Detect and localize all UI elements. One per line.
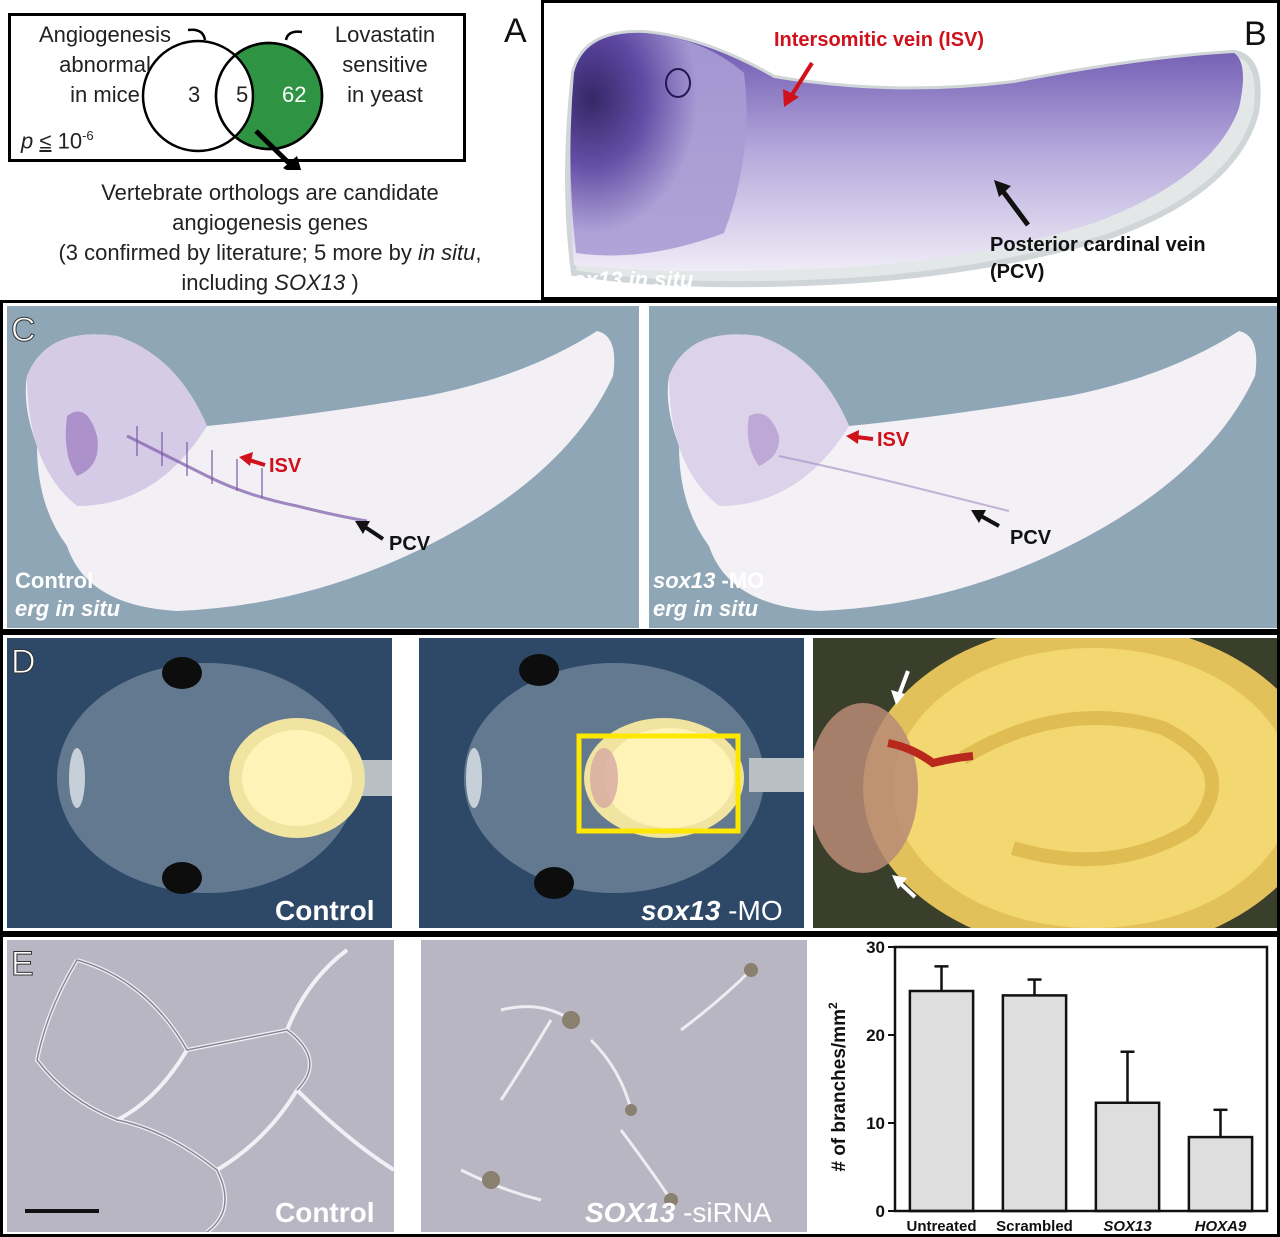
panel-c: C ISV PCV Control erg in situ ISV PCV so… — [0, 300, 1280, 632]
panel-b-label: B — [1244, 15, 1267, 53]
zoom-box — [576, 733, 741, 834]
panel-c-arrows — [239, 430, 1000, 541]
sox13-sirna-tube-photo — [421, 940, 807, 1232]
isv-label: Intersomitic vein (ISV) — [774, 29, 985, 51]
panel-b-arrows — [783, 61, 1031, 227]
y-tick-label: 0 — [876, 1202, 885, 1221]
panel-b-caption: sox13 in situ — [560, 267, 694, 292]
p-value: p ≤ 10-6 — [21, 128, 94, 154]
x-category-label: Untreated — [906, 1218, 976, 1235]
venn-right-count: 62 — [282, 82, 307, 107]
mo-pcv-label: PCV — [1010, 527, 1052, 549]
bar-scrambled — [1001, 994, 1068, 1213]
panel-e: E Control SOX13 -siRNA # of branches/mm2… — [0, 934, 1280, 1237]
pcv-label: Posterior cardinal vein (PCV) — [990, 234, 1206, 283]
panel-a-caption: Vertebrate orthologs are candidate angio… — [58, 180, 482, 295]
venn-overlap — [216, 43, 253, 149]
zoomed-heart-photo — [813, 638, 1277, 928]
bar-untreated — [908, 989, 975, 1213]
control-tadpole-photo — [7, 638, 392, 928]
panel-e-control-caption: Control — [275, 1197, 375, 1228]
y-tick-label: 10 — [866, 1114, 885, 1133]
panel-c-label: C — [11, 311, 37, 349]
venn-left-count: 3 — [188, 82, 201, 107]
x-category-label: Scrambled — [996, 1218, 1073, 1235]
venn-box — [8, 13, 466, 162]
sox13-mo-tadpole-photo — [419, 638, 804, 928]
control-isv-label: ISV — [269, 455, 302, 477]
venn-diagram — [141, 28, 324, 170]
venn-left-circle — [141, 39, 255, 153]
y-axis-label: # of branches/mm2 — [826, 1002, 850, 1172]
sox13-embryo-photo — [544, 3, 1277, 297]
sox13-mo-erg-photo — [649, 306, 1277, 628]
panel-d-arrows — [891, 670, 917, 899]
control-tube-photo — [7, 940, 394, 1232]
bar-hoxa9 — [1187, 1135, 1254, 1213]
panel-a-label: A — [504, 12, 527, 50]
panel-d-control-caption: Control — [275, 895, 375, 926]
control-erg-caption: Control erg in situ — [15, 568, 121, 621]
panel-d-label: D — [11, 643, 37, 681]
panel-d-mo-caption: sox13 -MO — [641, 895, 783, 926]
panel-e-label: E — [11, 945, 35, 983]
control-pcv-label: PCV — [389, 533, 431, 555]
scale-bar — [25, 1209, 99, 1213]
x-category-label: SOX13 — [1103, 1218, 1152, 1235]
y-tick-label: 20 — [866, 1026, 885, 1045]
branches-bar-chart: # of branches/mm2 0 10 20 30 Untreated Scram… — [826, 938, 1269, 1235]
panel-e-sirna-caption: SOX13 -siRNA — [585, 1197, 772, 1228]
panel-a: A Angiogenesis abnormal in mice Lovastat… — [0, 0, 541, 300]
mo-isv-label: ISV — [877, 429, 910, 451]
panel-d: D Control sox13 -MO — [0, 632, 1280, 934]
venn-middle-count: 5 — [236, 82, 249, 107]
left-set-label: Angiogenesis abnormal in mice — [38, 22, 172, 107]
plot-frame — [893, 945, 1269, 1213]
bar-sox13 — [1094, 1101, 1161, 1213]
panel-b: B Intersomitic vein (ISV) Posterior card… — [541, 0, 1280, 300]
control-erg-photo — [7, 306, 639, 628]
mo-erg-caption: sox13 -MO erg in situ — [653, 568, 765, 621]
svg-text:# of branches/mm2: # of branches/mm2 — [826, 1002, 850, 1172]
right-set-label: Lovastatin sensitive in yeast — [334, 22, 436, 107]
y-tick-label: 30 — [866, 938, 885, 957]
x-category-label: HOXA9 — [1195, 1218, 1247, 1235]
